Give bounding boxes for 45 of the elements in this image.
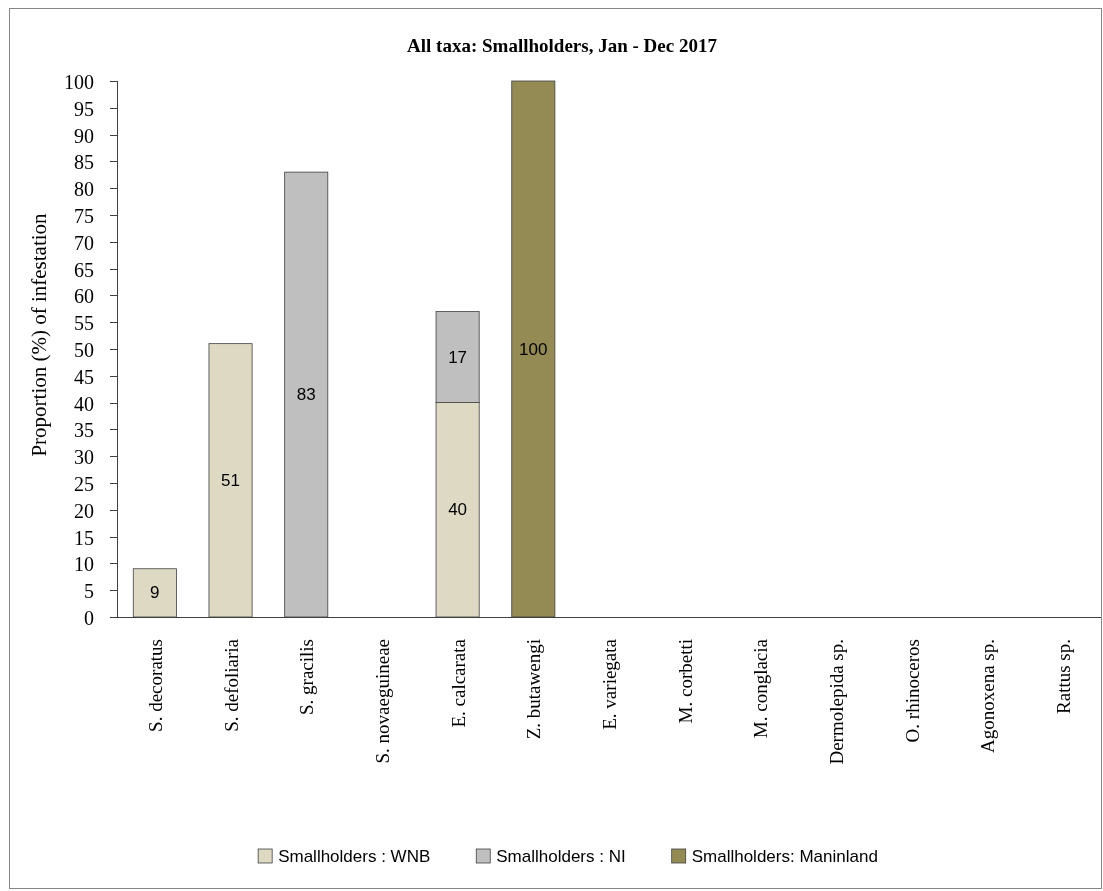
y-tick-label: 15 [74,526,94,549]
data-label: 17 [448,347,468,367]
data-label: 51 [221,470,240,490]
data-label: 83 [296,385,316,405]
y-tick-label: 85 [74,150,94,173]
x-tick-label: M. corbetti [674,639,696,724]
y-tick-label: 90 [74,124,94,147]
y-tick-label: 45 [74,365,94,388]
x-tick-label: E. calcarata [447,638,469,728]
data-label: 100 [519,339,548,359]
y-tick-label: 5 [84,579,94,602]
y-tick-label: 60 [74,284,94,307]
y-tick-label: 40 [74,392,94,415]
data-label: 40 [448,500,468,520]
legend-label: Smallholders : NI [496,846,626,866]
y-tick-label: 80 [74,177,94,200]
y-tick-label: 55 [74,311,94,334]
y-tick-label: 65 [74,258,94,281]
x-tick-label: M. conglacia [749,638,771,739]
x-tick-label: Z. butawengi [522,639,544,740]
x-tick-label: S. decoratus [144,639,166,732]
x-tick-label: Rattus sp. [1052,639,1074,714]
y-tick-label: 30 [74,445,94,468]
y-tick-label: 100 [64,70,94,93]
x-tick-label: Agonoxena sp. [976,639,998,753]
y-tick-label: 50 [74,338,94,361]
x-tick-label: E. variegata [598,638,620,730]
y-tick-label: 10 [74,552,94,575]
data-label: 9 [150,583,160,603]
y-tick-label: 0 [84,606,94,629]
y-tick-label: 25 [74,472,94,495]
y-tick-label: 35 [74,418,94,441]
x-tick-label: Dermolepida sp. [825,639,847,765]
x-tick-label: S. defoliaria [220,638,242,732]
x-tick-label: S. novaeguineae [371,639,393,764]
y-axis-title: Proportion (%) of infestation [27,212,51,457]
legend-label: Smallholders: Maninland [691,846,878,866]
y-tick-label: 95 [74,97,94,120]
x-tick-label: S. gracilis [295,639,317,715]
y-tick-label: 20 [74,499,94,522]
chart-title: All taxa: Smallholders, Jan - Dec 2017 [407,35,718,56]
x-tick-label: O. rhinoceros [901,639,923,743]
y-tick-label: 75 [74,204,94,227]
y-tick-label: 70 [74,231,94,254]
legend-label: Smallholders : WNB [278,846,431,866]
